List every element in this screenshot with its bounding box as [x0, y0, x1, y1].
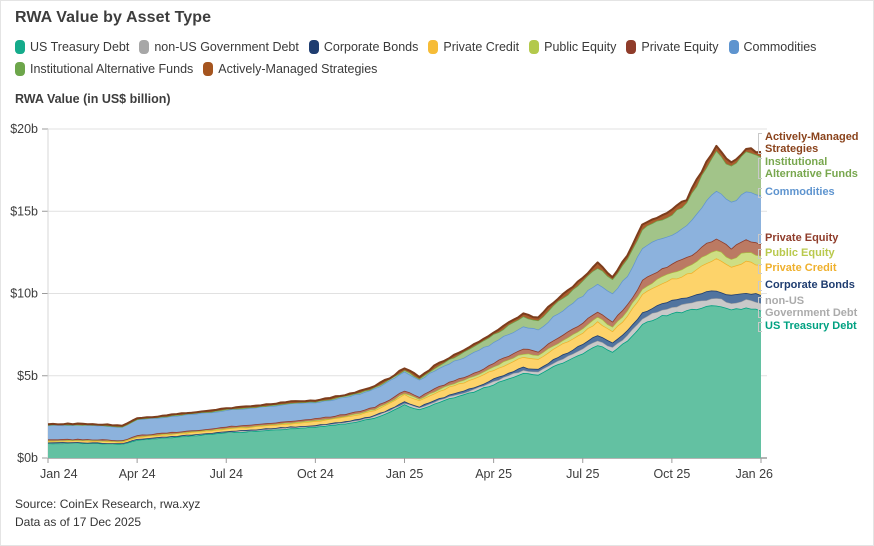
legend-swatch-commodities	[728, 40, 739, 54]
legend-row-1: US Treasury Debt non-US Government Debt Co…	[15, 40, 816, 54]
legend-swatch-non-us-government-debt	[139, 40, 150, 54]
y-tick-label: $0b	[17, 451, 38, 465]
legend-item-private-equity: Private Equity	[626, 40, 719, 54]
legend-swatch-corporate-bonds	[308, 40, 319, 54]
legend-item-actively-managed-strategies: Actively-Managed Strategies	[203, 62, 377, 76]
legend-item-commodities: Commodities	[728, 40, 817, 54]
x-tick-label: Apr 25	[475, 467, 512, 481]
legend-item-us-treasury-debt: US Treasury Debt	[15, 40, 129, 54]
x-tick-label: Jul 25	[566, 467, 599, 481]
legend-label: Private Equity	[641, 40, 719, 54]
legend-swatch-public-equity	[529, 40, 540, 54]
legend-swatch-actively-managed-strategies	[203, 62, 214, 76]
legend-swatch-private-credit	[428, 40, 439, 54]
x-tick-label: Jan 25	[386, 467, 424, 481]
y-tick-label: $5b	[17, 369, 38, 383]
legend-swatch-us-treasury-debt	[15, 40, 25, 54]
legend-item-non-us-government-debt: non-US Government Debt	[139, 40, 299, 54]
area-band-private-credit	[48, 258, 761, 444]
legend-item-corporate-bonds: Corporate Bonds	[308, 40, 419, 54]
y-tick-label: $10b	[10, 287, 38, 301]
area-band-public-equity	[48, 250, 761, 442]
area-band-commodities	[48, 190, 761, 441]
y-axis-title: RWA Value (in US$ billion)	[15, 92, 171, 106]
x-tick-label: Oct 25	[653, 467, 690, 481]
x-tick-label: Jan 24	[40, 467, 78, 481]
stacked-area-chart: $0b $5b $10b $15b $20b Jan 24 Apr 24 Jul 24 Oct …	[10, 122, 773, 481]
legend-label: Institutional Alternative Funds	[30, 62, 194, 76]
legend-item-public-equity: Public Equity	[529, 40, 616, 54]
legend-item-private-credit: Private Credit	[428, 40, 519, 54]
legend-label: Public Equity	[544, 40, 617, 54]
legend-label: Commodities	[743, 40, 817, 54]
legend-label: Actively-Managed Strategies	[218, 62, 378, 76]
legend: US Treasury Debt non-US Government Debt Co…	[15, 40, 816, 78]
legend-label: Private Credit	[443, 40, 520, 54]
legend-swatch-institutional-alternative-funds	[15, 62, 25, 76]
band-outline-actively-managed-strategies	[47, 144, 762, 427]
y-tick-label: $15b	[10, 204, 38, 218]
legend-item-institutional-alternative-funds: Institutional Alternative Funds	[15, 62, 193, 76]
chart-title: RWA Value by Asset Type	[15, 9, 212, 26]
area-band-private-equity	[48, 238, 761, 442]
x-tick-label: Jan 26	[735, 467, 773, 481]
x-tick-label: Apr 24	[119, 467, 156, 481]
area-band-us-treasury-debt	[48, 305, 761, 458]
legend-label: US Treasury Debt	[30, 40, 130, 54]
x-tick-label: Oct 24	[297, 467, 334, 481]
legend-label: non-US Government Debt	[154, 40, 299, 54]
y-tick-label: $20b	[10, 122, 38, 136]
source-note: Source: CoinEx Research, rwa.xyz	[15, 497, 201, 511]
x-tick-label: Jul 24	[210, 467, 243, 481]
legend-label: Corporate Bonds	[323, 40, 419, 54]
data-as-of-note: Data as of 17 Dec 2025	[15, 515, 142, 529]
legend-row-2: Institutional Alternative Funds Actively-…	[15, 62, 775, 76]
legend-swatch-private-equity	[626, 40, 637, 54]
